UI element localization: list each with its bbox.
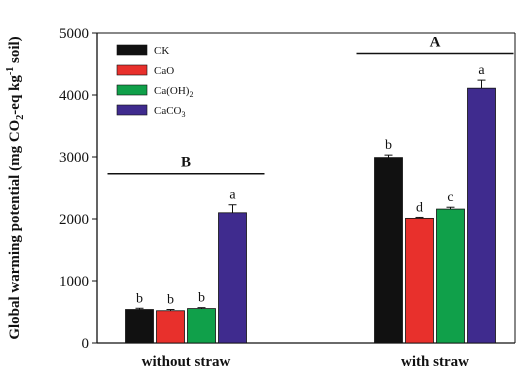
- bar: [374, 157, 403, 344]
- significance-letter: a: [229, 188, 236, 203]
- legend-swatch: [116, 44, 148, 56]
- y-axis-label-part: -1: [5, 67, 16, 75]
- group-significance-label: A: [430, 34, 441, 50]
- annotations: b b b a b d c a B A: [107, 34, 514, 308]
- significance-letter: a: [478, 63, 485, 78]
- y-tick-label: 4000: [59, 88, 89, 104]
- y-tick-label: 5000: [59, 26, 89, 42]
- bar: [405, 217, 434, 344]
- y-axis-label: Global warming potential (mg CO2-eq kg-1…: [5, 36, 26, 339]
- y-tick-label: 1000: [59, 274, 89, 290]
- legend-subscript: 2: [189, 90, 193, 99]
- group-significance-label: B: [181, 155, 191, 171]
- significance-letter: b: [136, 291, 143, 306]
- bar: [187, 308, 216, 344]
- bars: [125, 79, 496, 344]
- legend-label: CaCO3: [154, 105, 186, 119]
- significance-letter: b: [198, 291, 205, 306]
- significance-letter: b: [385, 138, 392, 153]
- x-category-label: with straw: [401, 354, 469, 370]
- legend-swatch: [116, 84, 148, 96]
- y-axis-label-part: -eq kg: [7, 75, 23, 115]
- bar: [125, 309, 154, 344]
- legend-label: Ca(OH)2: [154, 85, 193, 99]
- legend-label: CaO: [154, 65, 174, 77]
- legend-subscript: 3: [182, 110, 186, 119]
- significance-letter: b: [167, 293, 174, 308]
- bar: [156, 310, 185, 344]
- legend-swatch: [116, 104, 148, 116]
- legend: CK CaO Ca(OH)2 CaCO3: [116, 44, 193, 119]
- y-axis-label-part: Global warming potential (mg CO: [7, 120, 23, 340]
- y-tick-label: 0: [82, 336, 90, 352]
- y-tick-label: 2000: [59, 212, 89, 228]
- legend-swatch: [116, 64, 148, 76]
- legend-label: CK: [154, 45, 169, 57]
- bar: [218, 212, 247, 344]
- significance-letter: d: [416, 200, 423, 215]
- bar: [436, 208, 465, 344]
- y-axis-label-part: 2: [15, 115, 26, 120]
- y-tick-label: 3000: [59, 150, 89, 166]
- y-axis-label-part: soil): [7, 36, 23, 66]
- bar: [467, 87, 496, 344]
- axes: 0 1000 2000 3000 4000 5000 Global warming pote…: [5, 26, 516, 370]
- x-category-label: without straw: [142, 354, 231, 370]
- significance-letter: c: [447, 190, 453, 205]
